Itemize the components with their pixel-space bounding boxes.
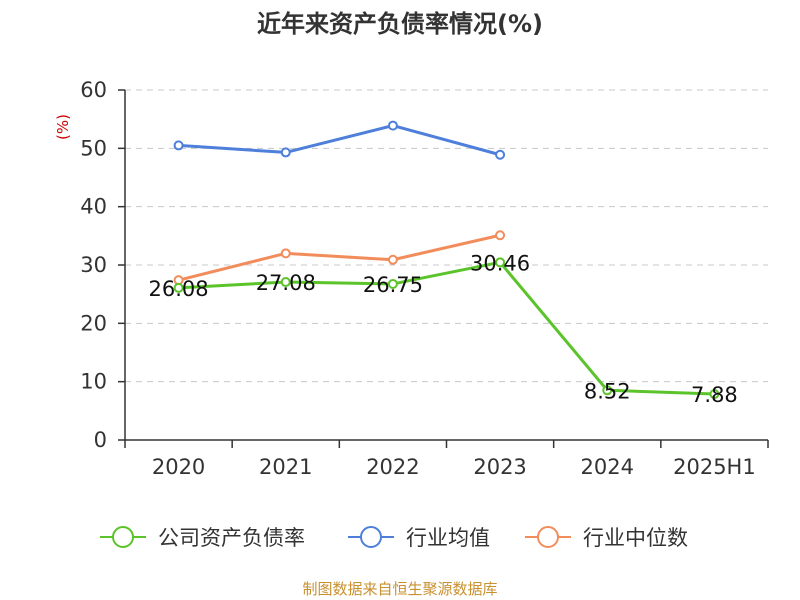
chart-title: 近年来资产负债率情况(%) [257, 10, 543, 38]
source-note: 制图数据来自恒生聚源数据库 [302, 580, 497, 598]
data-point [495, 230, 506, 241]
data-labels: 26.08 27.08 26.75 30.46 8.52 7.88 [149, 251, 738, 407]
x-tick-label: 2024 [581, 455, 634, 479]
legend-marker-icon [112, 526, 134, 548]
data-point [709, 389, 720, 400]
legend[interactable]: 公司资产负债率 行业均值 行业中位数 [100, 526, 688, 550]
data-label: 7.88 [691, 383, 738, 407]
series-line [178, 124, 501, 157]
series-line [178, 260, 715, 396]
data-point [280, 277, 291, 288]
legend-marker-icon [537, 526, 559, 548]
series-line [178, 233, 501, 282]
data-label: 26.75 [363, 273, 423, 297]
y-tick-label: 50 [80, 136, 107, 160]
data-point [173, 282, 184, 293]
data-label: 26.08 [149, 277, 209, 301]
legend-item[interactable]: 公司资产负债率 [100, 526, 305, 550]
y-tick-label: 20 [80, 311, 107, 335]
y-tick-label: 0 [94, 428, 107, 452]
axes: 0 10 20 30 40 50 60 2020 2021 2022 2023 2024 2025H1 [80, 78, 769, 479]
data-label: 30.46 [470, 251, 530, 275]
data-point [280, 248, 291, 259]
y-tick-label: 60 [80, 78, 107, 102]
data-point [280, 147, 291, 158]
x-tick-label: 2023 [473, 455, 526, 479]
y-tick-label: 40 [80, 195, 107, 219]
legend-label: 行业中位数 [583, 526, 688, 550]
data-point [387, 254, 398, 265]
data-point [495, 149, 506, 160]
data-label: 8.52 [584, 379, 631, 403]
legend-item[interactable]: 行业中位数 [525, 526, 688, 550]
legend-label: 行业均值 [406, 526, 490, 550]
x-tick-label: 2025H1 [673, 455, 756, 479]
legend-item[interactable]: 行业均值 [348, 526, 490, 550]
data-point [387, 120, 398, 131]
data-point [495, 257, 506, 268]
y-tick-label: 10 [80, 370, 107, 394]
legend-marker-icon [360, 526, 382, 548]
legend-label: 公司资产负债率 [158, 526, 305, 550]
x-tick-label: 2022 [366, 455, 419, 479]
x-tick-label: 2021 [259, 455, 312, 479]
y-axis-unit: (%) [54, 114, 72, 140]
series-lines [173, 120, 720, 400]
data-label: 27.08 [256, 271, 316, 295]
x-tick-label: 2020 [152, 455, 205, 479]
data-point [602, 385, 613, 396]
data-point [173, 140, 184, 151]
grid-lines [125, 89, 768, 383]
data-point [387, 278, 398, 289]
y-tick-label: 30 [80, 253, 107, 277]
